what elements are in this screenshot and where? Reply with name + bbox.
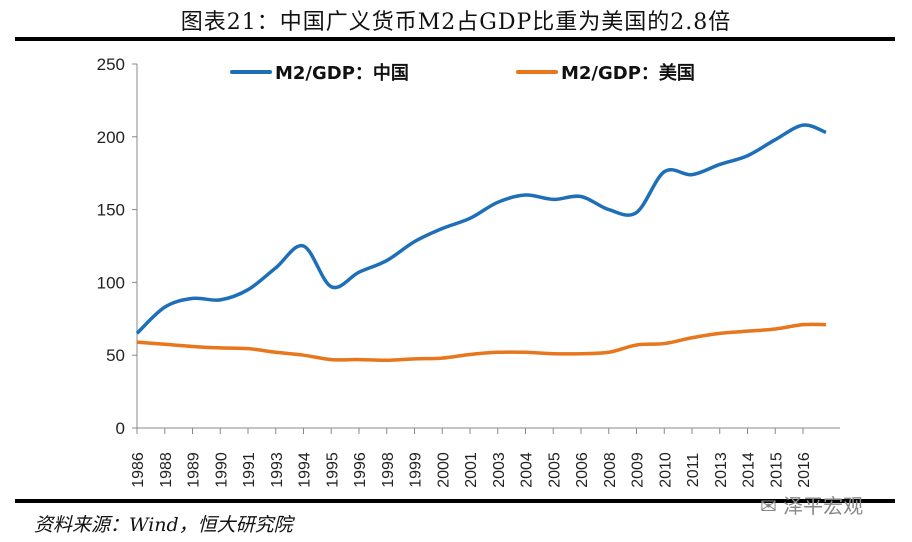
figure-title: 图表21：中国广义货币M2占GDP比重为美国的2.8倍 bbox=[180, 10, 732, 35]
watermark-logo: ✉ 泽平宏观 bbox=[760, 494, 864, 518]
legend-label: M2/GDP：美国 bbox=[561, 62, 695, 84]
x-tick-label: 1986 bbox=[130, 452, 147, 488]
x-tick-label: 2005 bbox=[546, 452, 563, 488]
x-tick-label: 1989 bbox=[186, 452, 203, 488]
watermark-text: 泽平宏观 bbox=[783, 494, 864, 518]
y-tick-label: 50 bbox=[106, 346, 125, 365]
x-tick-label: 1996 bbox=[352, 452, 369, 488]
x-tick-label: 2014 bbox=[741, 452, 758, 488]
x-tick-label: 2016 bbox=[796, 452, 813, 488]
y-tick-label: 100 bbox=[97, 273, 125, 292]
x-tick-label: 1998 bbox=[380, 452, 397, 488]
x-tick-label: 2000 bbox=[435, 452, 452, 488]
legend-label: M2/GDP：中国 bbox=[275, 62, 409, 84]
x-tick-label: 2001 bbox=[463, 452, 480, 488]
source-note: 资料来源：Wind，恒大研究院 bbox=[34, 514, 293, 536]
series-line-usa bbox=[136, 322, 827, 363]
y-tick-label: 200 bbox=[97, 128, 125, 147]
x-tick-label: 1993 bbox=[269, 452, 286, 488]
x-tick-label: 1991 bbox=[241, 452, 258, 488]
x-tick-label: 1994 bbox=[297, 452, 314, 488]
y-tick-label: 150 bbox=[97, 201, 125, 220]
y-tick-label: 250 bbox=[97, 55, 125, 74]
x-tick-label: 2009 bbox=[630, 452, 647, 488]
x-tick-label: 2010 bbox=[657, 452, 674, 488]
x-tick-label: 2015 bbox=[768, 452, 785, 488]
y-tick-label: 0 bbox=[116, 419, 125, 438]
x-tick-label: 2003 bbox=[491, 452, 508, 488]
x-tick-label: 1990 bbox=[213, 452, 230, 488]
x-tick-label: 2013 bbox=[713, 452, 730, 488]
x-tick-label: 1999 bbox=[408, 452, 425, 488]
x-tick-label: 1988 bbox=[158, 452, 175, 488]
x-tick-label: 2011 bbox=[685, 453, 702, 488]
x-tick-label: 1995 bbox=[324, 452, 341, 488]
x-tick-label: 2006 bbox=[574, 452, 591, 488]
bottom-rule bbox=[15, 499, 895, 503]
x-tick-label: 2004 bbox=[519, 452, 536, 488]
series-line-china bbox=[135, 123, 827, 335]
top-rule bbox=[15, 37, 895, 41]
x-tick-label: 2008 bbox=[602, 452, 619, 488]
